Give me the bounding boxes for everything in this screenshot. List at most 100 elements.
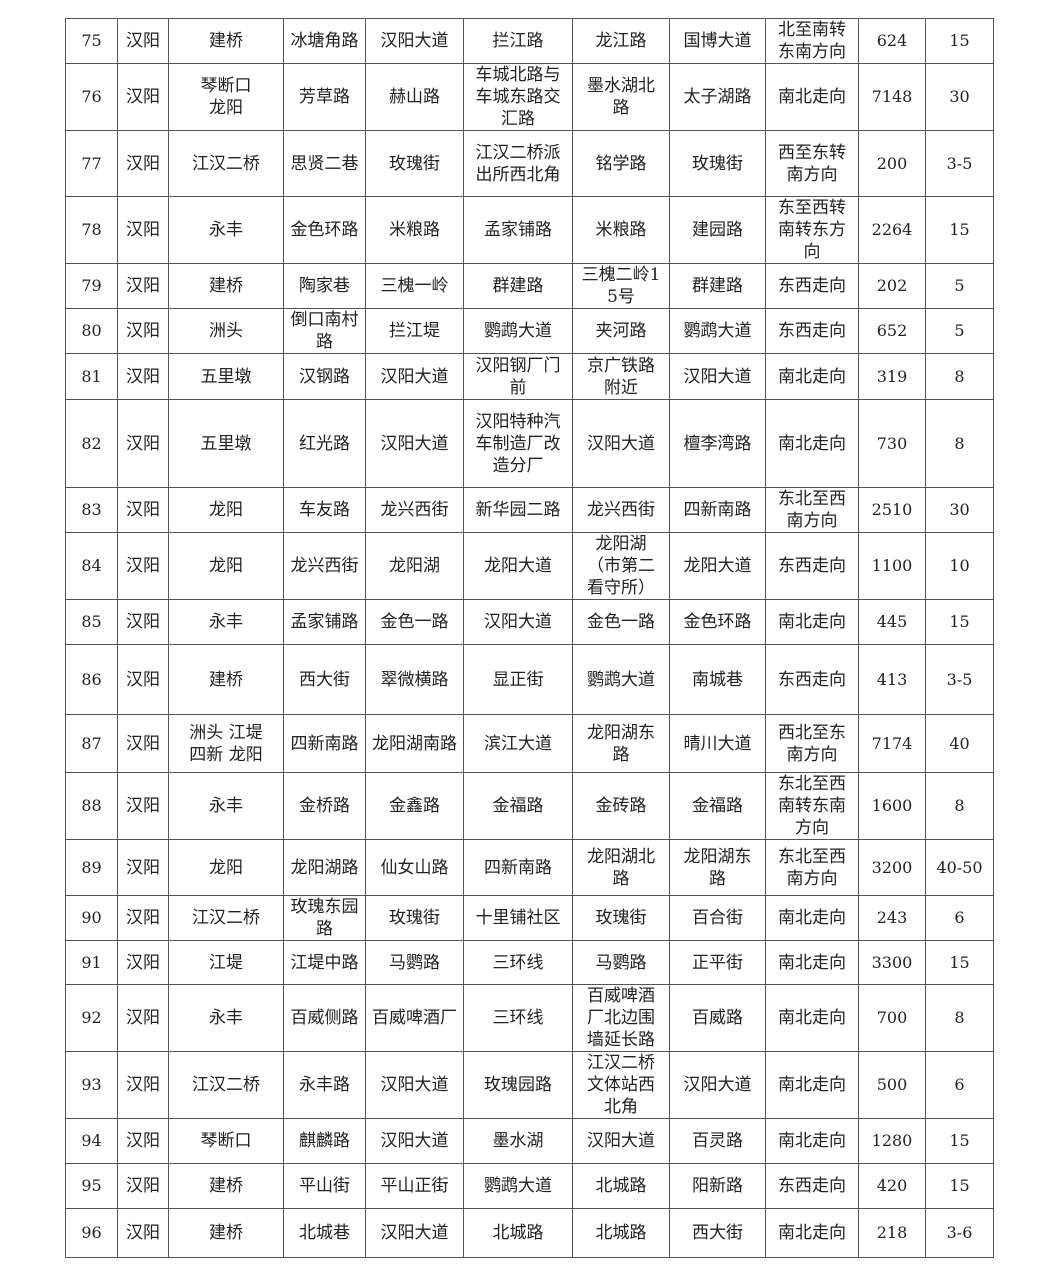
cell-street: 江汉二桥 xyxy=(168,130,284,197)
cell-district: 汉阳 xyxy=(117,308,169,354)
cell-length: 2510 xyxy=(858,487,926,533)
cell-width: 8 xyxy=(925,399,994,488)
table-body: 75 汉阳 建桥 冰塘角路 汉阳大道 拦江路 龙江路 国博大道 北至南转东南方向 624 15 76 汉… xyxy=(65,18,994,1258)
cell-start-point: 孟家铺路 xyxy=(463,196,573,264)
cell-direction: 东西走向 xyxy=(765,644,859,715)
cell-district: 汉阳 xyxy=(117,63,169,131)
cell-length: 3300 xyxy=(858,940,926,985)
cell-end-road: 百合街 xyxy=(669,895,766,941)
table-row: 80 汉阳 洲头 倒口南村路 拦江堤 鹦鹉大道 夹河路 鹦鹉大道 东西走向 652 5 xyxy=(65,308,994,354)
cell-road-name: 冰塘角路 xyxy=(283,18,366,64)
table-row: 89 汉阳 龙阳 龙阳湖路 仙女山路 四新南路 龙阳湖北路 龙阳湖东路 东北至西南方向 3200 4… xyxy=(65,839,994,896)
cell-end-road: 百威路 xyxy=(669,984,766,1052)
cell-length: 319 xyxy=(858,353,926,400)
cell-length: 624 xyxy=(858,18,926,64)
table-row: 94 汉阳 琴断口 麒麟路 汉阳大道 墨水湖 汉阳大道 百灵路 南北走向 1280 15 xyxy=(65,1118,994,1164)
table-row: 78 汉阳 永丰 金色环路 米粮路 孟家铺路 米粮路 建园路 东至西转南转东方向 2264 15 xyxy=(65,196,994,264)
cell-width: 30 xyxy=(925,63,994,131)
cell-street: 琴断口 龙阳 xyxy=(168,63,284,131)
cell-width: 6 xyxy=(925,895,994,941)
cell-end-point: 江汉二桥文体站西北角 xyxy=(572,1051,670,1119)
cell-end-road: 西大街 xyxy=(669,1208,766,1258)
cell-direction: 东西走向 xyxy=(765,308,859,354)
cell-start-road: 米粮路 xyxy=(365,196,464,264)
cell-start-point: 显正街 xyxy=(463,644,573,715)
table-row: 76 汉阳 琴断口 龙阳 芳草路 赫山路 车城北路与车城东路交汇路 墨水湖北路 太子湖路 南北走… xyxy=(65,63,994,131)
cell-end-point: 龙阳湖北路 xyxy=(572,839,670,896)
cell-direction: 东北至西南转东南方向 xyxy=(765,772,859,840)
cell-street: 龙阳 xyxy=(168,487,284,533)
table-row: 82 汉阳 五里墩 红光路 汉阳大道 汉阳特种汽车制造厂改造分厂 汉阳大道 檀李湾路 南北走向 7… xyxy=(65,399,994,488)
cell-row-number: 91 xyxy=(65,940,118,985)
cell-end-road: 群建路 xyxy=(669,263,766,309)
cell-road-name: 北城巷 xyxy=(283,1208,366,1258)
cell-road-name: 金桥路 xyxy=(283,772,366,840)
cell-street: 永丰 xyxy=(168,196,284,264)
cell-row-number: 78 xyxy=(65,196,118,264)
cell-road-name: 金色环路 xyxy=(283,196,366,264)
cell-street: 洲头 xyxy=(168,308,284,354)
cell-end-road: 晴川大道 xyxy=(669,714,766,773)
cell-width: 15 xyxy=(925,940,994,985)
cell-street: 龙阳 xyxy=(168,532,284,600)
cell-start-road: 汉阳大道 xyxy=(365,353,464,400)
cell-width: 15 xyxy=(925,18,994,64)
cell-direction: 南北走向 xyxy=(765,599,859,645)
cell-start-point: 龙阳大道 xyxy=(463,532,573,600)
table-row: 88 汉阳 永丰 金桥路 金鑫路 金福路 金砖路 金福路 东北至西南转东南方向 1600 8 xyxy=(65,772,994,840)
table-row: 86 汉阳 建桥 西大街 翠微横路 显正街 鹦鹉大道 南城巷 东西走向 413 3-5 xyxy=(65,644,994,715)
cell-end-road: 龙阳大道 xyxy=(669,532,766,600)
cell-start-road: 汉阳大道 xyxy=(365,1051,464,1119)
cell-start-point: 拦江路 xyxy=(463,18,573,64)
cell-row-number: 81 xyxy=(65,353,118,400)
cell-end-point: 汉阳大道 xyxy=(572,399,670,488)
cell-road-name: 车友路 xyxy=(283,487,366,533)
cell-direction: 东至西转南转东方向 xyxy=(765,196,859,264)
cell-road-name: 红光路 xyxy=(283,399,366,488)
cell-district: 汉阳 xyxy=(117,130,169,197)
cell-length: 218 xyxy=(858,1208,926,1258)
cell-direction: 南北走向 xyxy=(765,399,859,488)
cell-street: 江汉二桥 xyxy=(168,895,284,941)
cell-row-number: 90 xyxy=(65,895,118,941)
cell-end-road: 玫瑰街 xyxy=(669,130,766,197)
cell-length: 3200 xyxy=(858,839,926,896)
cell-end-point: 马鹦路 xyxy=(572,940,670,985)
cell-length: 500 xyxy=(858,1051,926,1119)
cell-start-road: 金鑫路 xyxy=(365,772,464,840)
cell-length: 2264 xyxy=(858,196,926,264)
table-row: 84 汉阳 龙阳 龙兴西街 龙阳湖 龙阳大道 龙阳湖（市第二看守所） 龙阳大道 东西走向 1100… xyxy=(65,532,994,600)
cell-row-number: 82 xyxy=(65,399,118,488)
cell-width: 15 xyxy=(925,1118,994,1164)
cell-direction: 南北走向 xyxy=(765,353,859,400)
cell-direction: 北至南转东南方向 xyxy=(765,18,859,64)
cell-start-road: 马鹦路 xyxy=(365,940,464,985)
cell-end-point: 金砖路 xyxy=(572,772,670,840)
cell-end-point: 金色一路 xyxy=(572,599,670,645)
cell-end-road: 檀李湾路 xyxy=(669,399,766,488)
table-row: 91 汉阳 江堤 江堤中路 马鹦路 三环线 马鹦路 正平街 南北走向 3300 15 xyxy=(65,940,994,985)
cell-road-name: 芳草路 xyxy=(283,63,366,131)
cell-row-number: 83 xyxy=(65,487,118,533)
cell-width: 40 xyxy=(925,714,994,773)
cell-row-number: 79 xyxy=(65,263,118,309)
table-row: 85 汉阳 永丰 孟家铺路 金色一路 汉阳大道 金色一路 金色环路 南北走向 445 15 xyxy=(65,599,994,645)
cell-start-road: 金色一路 xyxy=(365,599,464,645)
cell-end-point: 北城路 xyxy=(572,1208,670,1258)
table-row: 77 汉阳 江汉二桥 思贤二巷 玫瑰街 江汉二桥派出所西北角 铭学路 玫瑰街 西至东转南方向 20… xyxy=(65,130,994,197)
road-table: 75 汉阳 建桥 冰塘角路 汉阳大道 拦江路 龙江路 国博大道 北至南转东南方向 624 15 76 汉… xyxy=(65,18,994,1258)
cell-length: 7148 xyxy=(858,63,926,131)
cell-district: 汉阳 xyxy=(117,839,169,896)
cell-width: 15 xyxy=(925,599,994,645)
cell-start-point: 新华园二路 xyxy=(463,487,573,533)
cell-direction: 南北走向 xyxy=(765,895,859,941)
cell-end-point: 龙江路 xyxy=(572,18,670,64)
cell-district: 汉阳 xyxy=(117,487,169,533)
cell-row-number: 93 xyxy=(65,1051,118,1119)
cell-end-road: 南城巷 xyxy=(669,644,766,715)
cell-district: 汉阳 xyxy=(117,772,169,840)
cell-row-number: 84 xyxy=(65,532,118,600)
cell-street: 永丰 xyxy=(168,984,284,1052)
cell-street: 洲头 江堤 四新 龙阳 xyxy=(168,714,284,773)
cell-road-name: 四新南路 xyxy=(283,714,366,773)
